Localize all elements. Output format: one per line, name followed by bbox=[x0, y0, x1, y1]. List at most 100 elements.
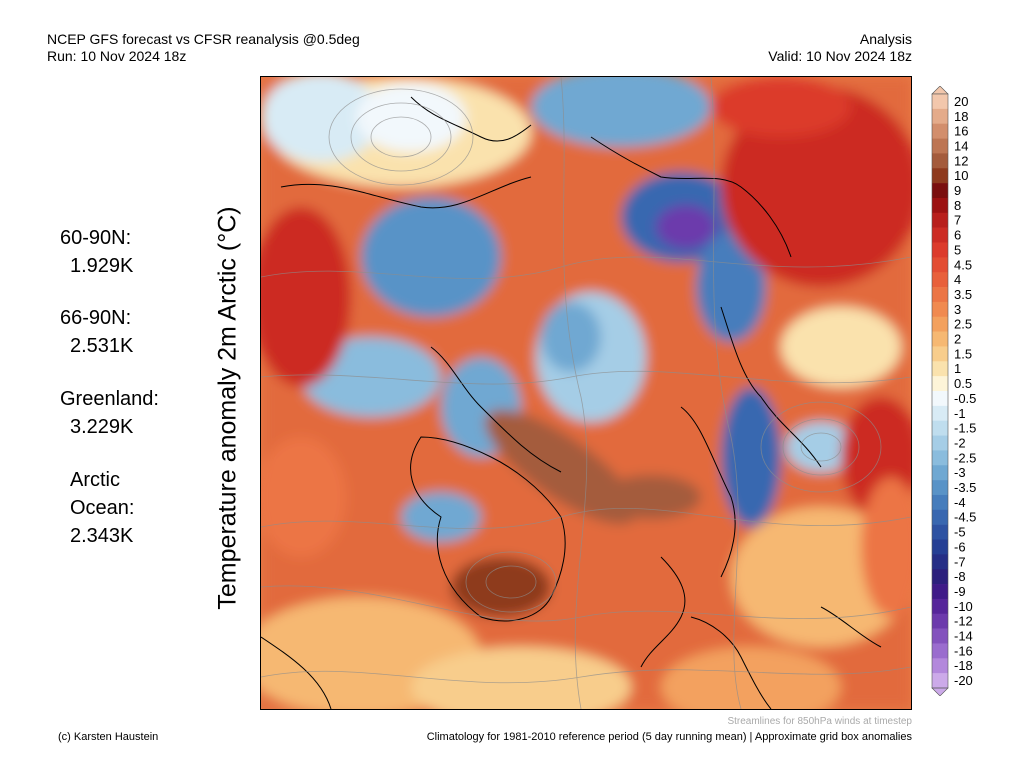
colorbar-swatch bbox=[932, 346, 948, 362]
colorbar-label: 5 bbox=[954, 242, 961, 257]
colorbar-swatch bbox=[932, 658, 948, 674]
colorbar-swatch bbox=[932, 435, 948, 451]
colorbar-swatch bbox=[932, 331, 948, 347]
stat-66-90n: 66-90N: 2.531K bbox=[60, 304, 133, 360]
colorbar-legend: 201816141210987654.543.532.521.510.5-0.5… bbox=[931, 86, 976, 696]
colorbar-swatch bbox=[932, 108, 948, 124]
stat-label: 66-90N: bbox=[60, 307, 132, 329]
colorbar-label: -0.5 bbox=[954, 391, 976, 406]
stat-60-90n: 60-90N: 1.929K bbox=[60, 224, 133, 280]
colorbar-swatch bbox=[932, 153, 948, 169]
colorbar-swatch bbox=[932, 554, 948, 570]
colorbar-label: 0.5 bbox=[954, 376, 972, 391]
colorbar-swatch bbox=[932, 316, 948, 332]
colorbar-swatch bbox=[932, 524, 948, 540]
colorbar-label: 2 bbox=[954, 332, 961, 347]
stat-value: 2.531K bbox=[70, 335, 134, 357]
colorbar-swatch bbox=[932, 257, 948, 273]
colorbar-swatch bbox=[932, 420, 948, 436]
stat-label: Greenland: bbox=[60, 388, 159, 410]
colorbar-label: -3.5 bbox=[954, 480, 976, 495]
colorbar-label: -7 bbox=[954, 554, 966, 569]
colorbar-label: 4 bbox=[954, 272, 961, 287]
colorbar-label: 2.5 bbox=[954, 317, 972, 332]
colorbar-label: -9 bbox=[954, 584, 966, 599]
colorbar-swatch bbox=[932, 197, 948, 214]
streamline-note: Streamlines for 850hPa winds at timestep bbox=[727, 716, 912, 727]
colorbar-label: -10 bbox=[954, 599, 973, 614]
colorbar-label: -12 bbox=[954, 614, 973, 629]
colorbar-swatch bbox=[932, 628, 948, 644]
stat-value: 1.929K bbox=[70, 255, 134, 277]
colorbar-label: -18 bbox=[954, 658, 973, 673]
colorbar-swatch bbox=[932, 212, 948, 228]
colorbar-swatch bbox=[932, 509, 948, 525]
colorbar-swatch bbox=[932, 227, 948, 243]
colorbar-label: -20 bbox=[954, 673, 973, 688]
colorbar-label: -5 bbox=[954, 525, 966, 540]
stat-arctic-ocean: Arctic Ocean: 2.343K bbox=[70, 466, 134, 550]
valid-time: Valid: 10 Nov 2024 18z bbox=[768, 48, 912, 64]
colorbar-label: 9 bbox=[954, 183, 961, 198]
colorbar-label: 14 bbox=[954, 138, 968, 153]
colorbar-swatch bbox=[932, 494, 948, 511]
colorbar-swatch bbox=[932, 123, 948, 139]
colorbar-label: 18 bbox=[954, 109, 968, 124]
colorbar-swatch bbox=[932, 584, 948, 600]
colorbar-label: -2 bbox=[954, 435, 966, 450]
colorbar-label: 7 bbox=[954, 213, 961, 228]
stat-label-cont: Ocean: bbox=[70, 497, 135, 519]
colorbar-label: -14 bbox=[954, 629, 973, 644]
colorbar-swatch bbox=[932, 673, 948, 689]
colorbar-swatch bbox=[932, 361, 948, 377]
colorbar-swatch bbox=[932, 450, 948, 466]
colorbar-swatch bbox=[932, 613, 948, 629]
colorbar-swatch bbox=[932, 376, 948, 392]
colorbar-arrow-top bbox=[931, 86, 949, 95]
wind-streamlines bbox=[261, 77, 911, 709]
stat-label: Arctic bbox=[70, 469, 120, 491]
colorbar-swatch bbox=[932, 242, 948, 258]
stat-value: 3.229K bbox=[70, 416, 134, 438]
colorbar-swatch bbox=[932, 643, 948, 659]
run-time: Run: 10 Nov 2024 18z bbox=[47, 48, 187, 64]
polar-map bbox=[261, 77, 911, 709]
header-left: NCEP GFS forecast vs CFSR reanalysis @0.… bbox=[47, 31, 360, 65]
colorbar-label: -3 bbox=[954, 465, 966, 480]
colorbar-label: 6 bbox=[954, 228, 961, 243]
colorbar-swatch bbox=[932, 272, 948, 288]
colorbar-swatch bbox=[932, 391, 948, 407]
vertical-title: Temperature anomaly 2m Arctic (°C) bbox=[213, 206, 242, 610]
anomaly-map bbox=[260, 76, 912, 710]
colorbar-label: -1.5 bbox=[954, 421, 976, 436]
colorbar-label: -6 bbox=[954, 539, 966, 554]
colorbar-label: 1 bbox=[954, 361, 961, 376]
colorbar-swatch bbox=[932, 138, 948, 154]
colorbar-label: 20 bbox=[954, 94, 968, 109]
colorbar-label: -4 bbox=[954, 495, 966, 510]
colorbar-label: -1 bbox=[954, 406, 966, 421]
colorbar-frame bbox=[931, 93, 949, 689]
stat-greenland: Greenland: 3.229K bbox=[60, 385, 159, 441]
colorbar-label: 8 bbox=[954, 198, 961, 213]
copyright: (c) Karsten Haustein bbox=[58, 731, 159, 743]
climatology-note: Climatology for 1981-2010 reference peri… bbox=[426, 731, 912, 743]
header-right: Analysis Valid: 10 Nov 2024 18z bbox=[768, 31, 912, 65]
colorbar-label: 16 bbox=[954, 124, 968, 139]
colorbar-swatch bbox=[932, 405, 948, 421]
analysis-label: Analysis bbox=[859, 31, 912, 47]
colorbar-swatch bbox=[932, 539, 948, 555]
stat-label: 60-90N: bbox=[60, 227, 132, 249]
colorbar-label: -16 bbox=[954, 643, 973, 658]
colorbar-swatch bbox=[932, 168, 948, 184]
colorbar-label: -4.5 bbox=[954, 510, 976, 525]
colorbar-arrow-bottom bbox=[931, 687, 949, 696]
colorbar-swatch bbox=[932, 94, 948, 110]
colorbar-label: 3.5 bbox=[954, 287, 972, 302]
stat-value: 2.343K bbox=[70, 525, 134, 547]
colorbar-label: -8 bbox=[954, 569, 966, 584]
colorbar-label: 1.5 bbox=[954, 346, 972, 361]
colorbar-swatch bbox=[932, 569, 948, 585]
colorbar-swatch bbox=[932, 183, 948, 199]
colorbar-label: 12 bbox=[954, 153, 968, 168]
